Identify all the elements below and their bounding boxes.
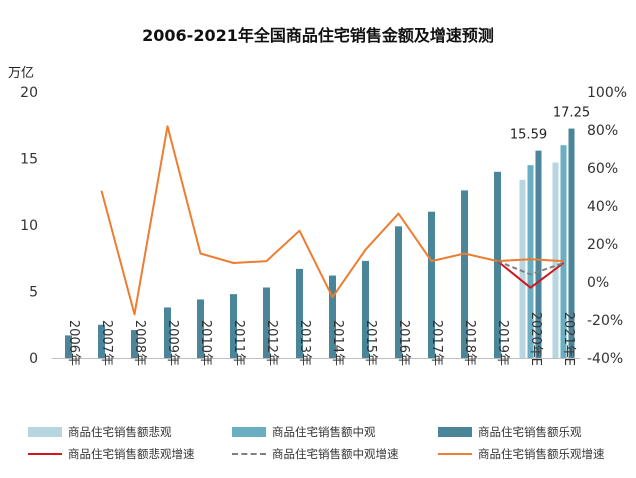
bar-historical — [230, 294, 237, 358]
y-right-tick-label: 0% — [587, 275, 609, 291]
legend-label-neutral-bar: 商品住宅销售额中观 — [272, 425, 376, 439]
x-tick-label: 2020年E — [528, 312, 543, 366]
bar-data-label: 15.59 — [510, 128, 547, 143]
y-left-tick-label: 0 — [29, 351, 38, 367]
x-tick-label: 2010年 — [198, 320, 213, 366]
bar-historical — [164, 307, 171, 358]
y-left-tick-label: 20 — [20, 85, 38, 101]
y-axis-unit-label: 万亿 — [8, 66, 35, 81]
y-right-tick-label: 60% — [587, 161, 618, 177]
bar-neutral — [527, 165, 534, 358]
legend-item-pessimistic-growth: 商品住宅销售额悲观增速 — [28, 446, 195, 462]
bar-optimistic — [568, 128, 575, 358]
x-tick-label: 2012年 — [264, 320, 279, 366]
bar-historical — [494, 171, 501, 358]
bar-historical — [395, 226, 402, 358]
y-right-tick-label: -40% — [587, 351, 623, 367]
bar-historical — [197, 299, 204, 358]
y-left-tick-label: 15 — [20, 152, 38, 168]
x-tick-label: 2018年 — [462, 320, 477, 366]
x-tick-label: 2006年 — [66, 320, 81, 366]
legend-swatch-neutral-bar — [232, 427, 266, 437]
bar-data-label: 17.25 — [553, 106, 590, 121]
y-right-tick-label: -20% — [587, 313, 623, 329]
chart-title: 2006-2021年全国商品住宅销售金额及增速预测 — [142, 26, 494, 45]
legend-item-optimistic-bar: 商品住宅销售额乐观 — [438, 424, 582, 440]
bar-historical — [362, 260, 369, 358]
legend-swatch-optimistic-growth — [438, 453, 472, 455]
x-tick-label: 2016年 — [396, 320, 411, 366]
bar-historical — [263, 287, 270, 358]
legend-item-neutral-bar: 商品住宅销售额中观 — [232, 424, 376, 440]
y-right-tick-label: 20% — [587, 237, 618, 253]
x-tick-label: 2017年 — [429, 320, 444, 366]
y-left-tick-label: 10 — [20, 218, 38, 234]
legend-item-neutral-growth: 商品住宅销售额中观增速 — [232, 446, 399, 462]
bar-neutral — [560, 145, 567, 358]
bar-historical — [461, 190, 468, 358]
legend-swatch-neutral-growth — [232, 453, 266, 455]
x-tick-label: 2019年 — [495, 320, 510, 366]
legend-label-pessimistic-bar: 商品住宅销售额悲观 — [68, 425, 172, 439]
bar-historical — [428, 211, 435, 358]
line-optimistic-growth — [100, 125, 564, 316]
line-pessimistic-growth — [496, 260, 565, 289]
x-tick-label: 2011年 — [231, 320, 246, 366]
legend-swatch-optimistic-bar — [438, 427, 472, 437]
x-tick-label: 2015年 — [363, 320, 378, 366]
legend-label-optimistic-growth: 商品住宅销售额乐观增速 — [478, 447, 605, 461]
legend-label-pessimistic-growth: 商品住宅销售额悲观增速 — [68, 447, 195, 461]
legend-swatch-pessimistic-bar — [28, 427, 62, 437]
bar-optimistic — [535, 150, 542, 358]
x-tick-label: 2007年 — [99, 320, 114, 366]
x-tick-label: 2008年 — [132, 320, 147, 366]
bar-historical — [98, 324, 105, 358]
x-tick-label: 2021年E — [561, 312, 576, 366]
bar-historical — [296, 268, 303, 358]
line-neutral-growth — [497, 260, 564, 276]
legend-item-optimistic-growth: 商品住宅销售额乐观增速 — [438, 446, 605, 462]
x-tick-label: 2009年 — [165, 320, 180, 366]
bar-historical — [131, 330, 138, 358]
y-right-tick-label: 40% — [587, 199, 618, 215]
y-right-tick-label: 80% — [587, 123, 618, 139]
legend-label-optimistic-bar: 商品住宅销售额乐观 — [478, 425, 582, 439]
bar-historical — [65, 335, 72, 358]
legend-item-pessimistic-bar: 商品住宅销售额悲观 — [28, 424, 172, 440]
y-right-tick-label: 100% — [587, 85, 627, 101]
bar-historical — [329, 275, 336, 358]
legend-swatch-pessimistic-growth — [28, 453, 62, 455]
x-tick-label: 2013年 — [297, 320, 312, 366]
y-left-tick-label: 5 — [29, 285, 38, 301]
legend-label-neutral-growth: 商品住宅销售额中观增速 — [272, 447, 399, 461]
bar-pessimistic — [519, 179, 526, 358]
x-tick-label: 2014年 — [330, 320, 345, 366]
